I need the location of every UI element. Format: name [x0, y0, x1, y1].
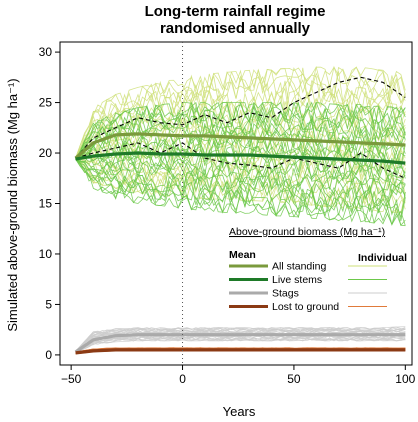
y-tick-label: 20	[39, 146, 53, 160]
legend-label-all-standing: All standing	[272, 261, 326, 273]
individual-run-line	[75, 101, 406, 160]
individual-run-line	[75, 79, 406, 159]
individual-run-line	[75, 158, 406, 218]
individual-runs-layer	[75, 65, 406, 355]
mean-line-stags	[74, 333, 406, 354]
mean-line-all-standing	[74, 132, 406, 160]
mean-line-live-stems	[75, 151, 406, 165]
individual-run-line	[75, 104, 406, 160]
individual-run-line	[75, 149, 406, 188]
mean-lines-layer	[74, 132, 406, 355]
y-axis-label: Simulated above-ground biomass (Mg ha⁻¹)	[5, 78, 20, 331]
plot-frame	[59, 41, 413, 366]
individual-run-line	[75, 347, 406, 353]
x-tick-label: 0	[179, 372, 186, 386]
individual-run-line	[75, 158, 406, 204]
individual-run-line	[75, 86, 406, 159]
y-tick-label: 5	[45, 297, 52, 311]
x-axis-label: Years	[223, 404, 256, 419]
chart-title-line-2: randomised annually	[160, 20, 311, 37]
legend-label-live-stems: Live stems	[272, 274, 322, 286]
dashed-lower-run	[75, 142, 406, 179]
individual-run-line	[75, 335, 406, 353]
individual-run-line	[75, 328, 406, 352]
x-tick-label: 50	[287, 372, 301, 386]
x-tick-label: −50	[61, 372, 82, 386]
y-tick-label: 10	[39, 247, 53, 261]
mean-line-lost-to-ground	[75, 348, 406, 355]
legend-title: Above-ground biomass (Mg ha⁻¹)	[229, 226, 385, 238]
axes-layer: −50 0 50 100 0 5 10 15 20 25 30	[39, 45, 416, 386]
individual-run-line	[75, 65, 406, 159]
y-tick-label: 30	[39, 45, 53, 59]
x-tick-label: 100	[395, 372, 415, 386]
individual-run-line	[75, 100, 406, 159]
y-tick-label: 25	[39, 96, 53, 110]
dashed-upper-run	[75, 76, 406, 159]
individual-run-line	[75, 120, 406, 160]
individual-run-line	[75, 326, 406, 352]
chart-title-line-1: Long-term rainfall regime	[145, 3, 326, 20]
individual-run-line	[75, 66, 406, 159]
individual-run-line	[75, 101, 406, 160]
legend-mean-header: Mean	[229, 249, 256, 261]
individual-run-line	[75, 158, 406, 226]
individual-run-line	[75, 125, 406, 162]
individual-run-line	[75, 158, 406, 210]
legend-label-stags: Stags	[272, 288, 299, 300]
individual-run-line	[75, 106, 406, 160]
y-tick-label: 15	[39, 197, 53, 211]
individual-run-line	[75, 127, 406, 163]
individual-run-line	[75, 147, 406, 186]
individual-runs-live-stems	[75, 101, 406, 227]
legend-label-lost-to-ground: Lost to ground	[272, 301, 339, 313]
legend: Above-ground biomass (Mg ha⁻¹) Mean Indi…	[229, 226, 407, 313]
legend-individual-header: Individual	[358, 252, 407, 264]
y-tick-label: 0	[45, 348, 52, 362]
